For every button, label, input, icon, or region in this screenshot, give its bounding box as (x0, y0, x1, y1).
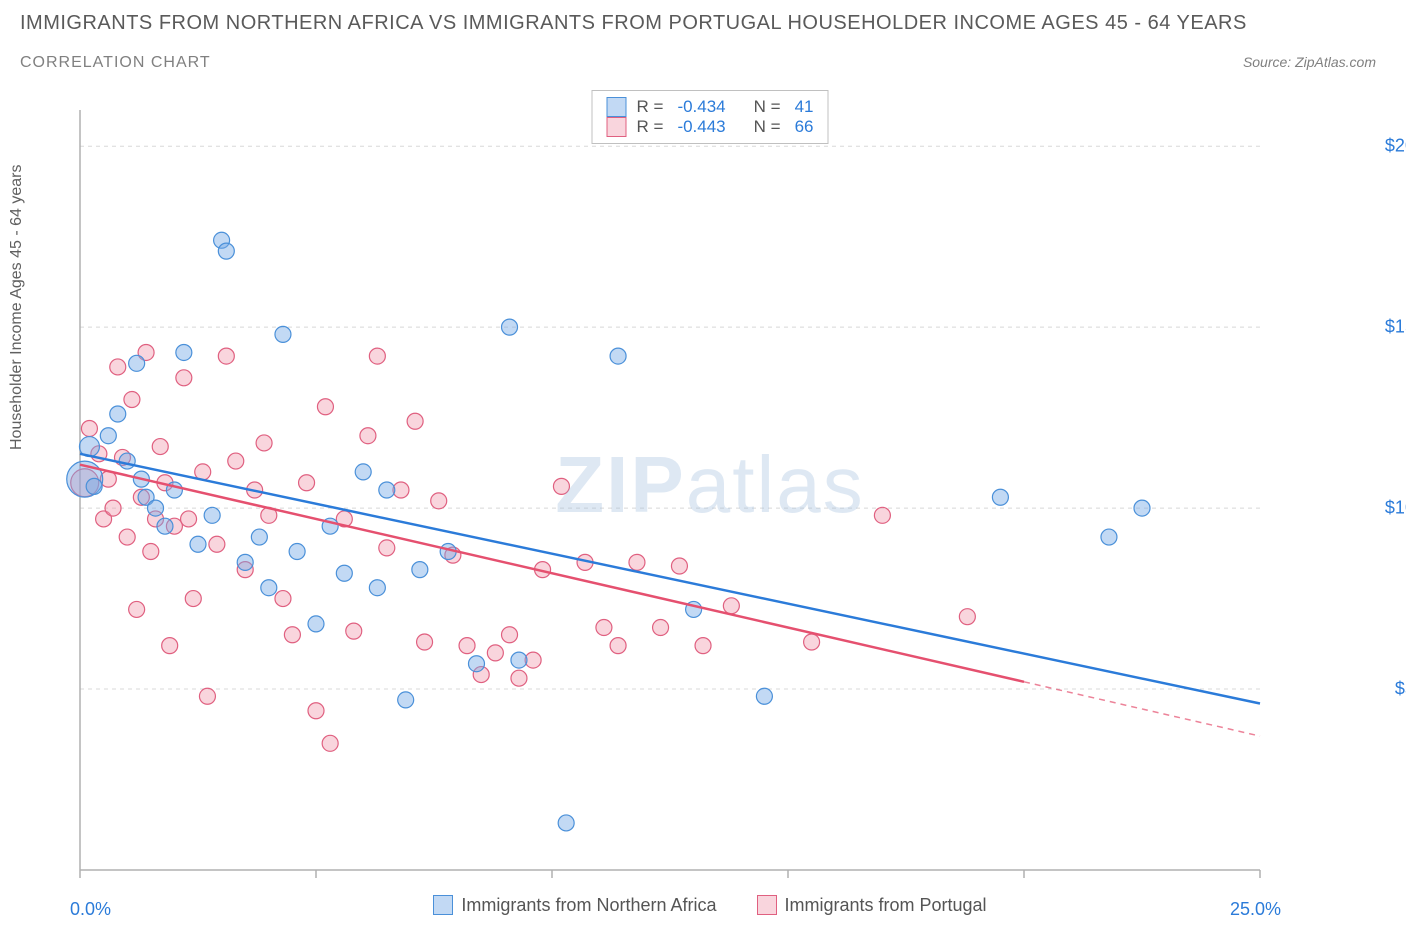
r-value: -0.443 (677, 117, 725, 137)
page-title: IMMIGRANTS FROM NORTHERN AFRICA VS IMMIG… (20, 12, 1247, 35)
legend-row: R = -0.434 N = 41 (607, 97, 814, 117)
n-value: 41 (795, 97, 814, 117)
y-axis-tick: $100,000 (1385, 498, 1406, 519)
y-axis-tick: $150,000 (1385, 317, 1406, 338)
y-axis-label: Householder Income Ages 45 - 64 years (8, 165, 26, 451)
n-label: N = (754, 97, 781, 117)
x-axis-min: 0.0% (70, 899, 111, 920)
legend-swatch (607, 97, 627, 117)
source-label: Source: ZipAtlas.com (1243, 54, 1376, 70)
legend-swatch (607, 117, 627, 137)
legend-item: Immigrants from Northern Africa (433, 895, 716, 916)
legend-row: R = -0.443 N = 66 (607, 117, 814, 137)
r-value: -0.434 (677, 97, 725, 117)
x-axis-max: 25.0% (1230, 899, 1281, 920)
r-label: R = (637, 117, 664, 137)
n-label: N = (754, 117, 781, 137)
legend-swatch (757, 895, 777, 915)
legend-label: Immigrants from Northern Africa (461, 895, 716, 916)
legend-label: Immigrants from Portugal (785, 895, 987, 916)
legend-swatch (433, 895, 453, 915)
y-axis-tick: $50,000 (1395, 679, 1406, 700)
y-axis-tick: $200,000 (1385, 136, 1406, 157)
n-value: 66 (795, 117, 814, 137)
chart-container: ZIPatlas R =-0.434N =41R =-0.443N =66 Im… (50, 90, 1370, 880)
page-subtitle: CORRELATION CHART (20, 54, 211, 72)
scatter-plot (50, 90, 1370, 900)
legend-item: Immigrants from Portugal (757, 895, 987, 916)
r-label: R = (637, 97, 664, 117)
series-legend: Immigrants from Northern Africa Immigrant… (50, 895, 1370, 921)
correlation-legend: R = -0.434 N = 41 R = -0.443 N = 66 (592, 90, 829, 144)
